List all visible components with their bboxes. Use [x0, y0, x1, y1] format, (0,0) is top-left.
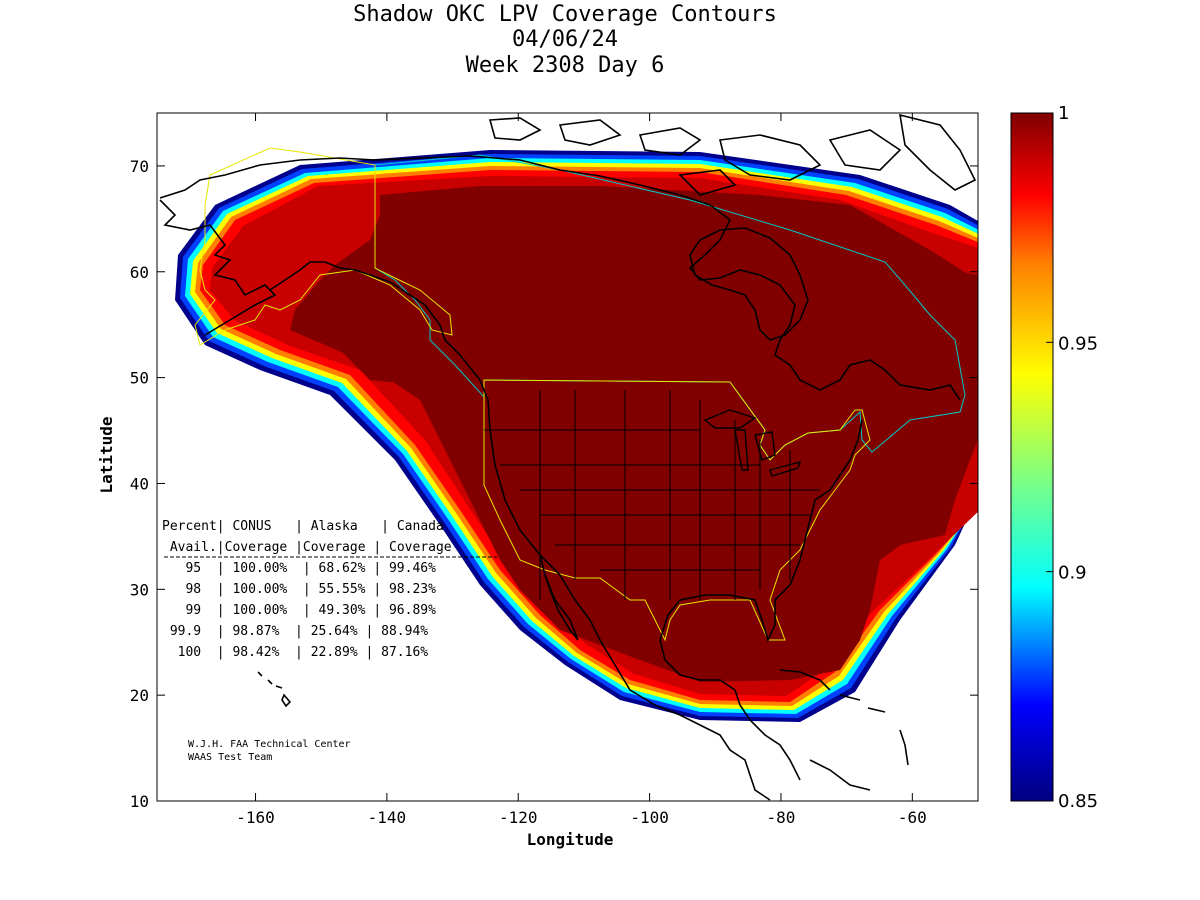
x-tick-label: -60: [898, 808, 927, 827]
table-row: 99 | 100.00% | 49.30% | 96.89%: [162, 603, 436, 618]
baja-california: [539, 554, 579, 641]
contour-inner-red-patch: [300, 200, 978, 560]
y-tick-label: 10: [130, 792, 149, 811]
table-row: 98 | 100.00% | 55.55% | 98.23%: [162, 582, 436, 597]
caribbean-islands: [779, 669, 909, 791]
plot-frame: [156, 112, 979, 802]
colorbar-tick-label: 0.95: [1058, 333, 1098, 354]
th-alaska-coverage: Coverage: [303, 540, 366, 555]
colorbar-tick-label: 0.85: [1058, 791, 1098, 812]
x-axis-ticks: -160 -140 -120 -100 -80 -60: [236, 113, 927, 827]
title-line-1: Shadow OKC LPV Coverage Contours: [353, 2, 777, 27]
th-canada-coverage: Coverage: [389, 540, 452, 555]
x-axis-label: Longitude: [527, 830, 614, 849]
table-header-row-1: Percent| CONUS | Alaska | Canada: [162, 519, 444, 534]
arctic-islands: [488, 113, 977, 196]
y-tick-label: 60: [130, 263, 149, 282]
colorbar-tick-label: 0.9: [1058, 563, 1087, 584]
y-axis-ticks: 10 20 30 40 50 60 70: [130, 157, 978, 811]
x-tick-label: -120: [499, 808, 538, 827]
west-coast: [444, 339, 771, 801]
x-tick-label: -160: [236, 808, 275, 827]
coverage-table: Percent| CONUS | Alaska | Canada Avail.|…: [162, 519, 497, 660]
y-tick-label: 30: [130, 580, 149, 599]
hawaii: [257, 671, 292, 708]
state-lines: [484, 390, 820, 600]
alaska-coast: [159, 199, 446, 341]
x-tick-label: -140: [368, 808, 407, 827]
table-row: 100 | 98.42% | 22.89% | 87.16%: [162, 645, 428, 660]
table-header-row-2: Avail.|Coverage |Coverage | Coverage: [162, 540, 452, 555]
credit-line-2: WAAS Test Team: [188, 752, 272, 763]
central-america: [659, 639, 801, 781]
y-axis-label: Latitude: [97, 416, 116, 493]
th-alaska: Alaska: [311, 519, 358, 534]
coastlines: [159, 113, 977, 801]
colorbar: [1010, 112, 1054, 802]
x-tick-label: -100: [630, 808, 669, 827]
title-line-3: Week 2308 Day 6: [466, 53, 665, 78]
conus-boundary: [483, 379, 871, 642]
th-canada: Canada: [397, 519, 444, 534]
y-tick-label: 20: [130, 686, 149, 705]
table-rows: 95 | 100.00% | 68.62% | 99.46% 98 | 100.…: [162, 561, 436, 660]
y-tick-label: 50: [130, 369, 149, 388]
lake-erie: [769, 460, 802, 477]
lake-huron: [754, 431, 776, 461]
alaska-boundary: [194, 147, 453, 346]
map-plot-area: [157, 113, 978, 801]
political-borders: [194, 147, 966, 642]
y-tick-label: 70: [130, 157, 149, 176]
table-row: 99.9 | 98.87% | 25.64% | 88.94%: [162, 624, 428, 639]
x-tick-label: -80: [767, 808, 796, 827]
colorbar-tick-label: 1: [1058, 103, 1069, 124]
th-percent: Percent: [162, 519, 217, 534]
title-line-2: 04/06/24: [512, 27, 618, 52]
th-conus-coverage: Coverage: [225, 540, 288, 555]
y-tick-label: 40: [130, 474, 149, 493]
lake-superior: [703, 409, 757, 429]
alaska-north-coast: [159, 157, 376, 199]
table-row: 95 | 100.00% | 68.62% | 99.46%: [162, 561, 436, 576]
hudson-bay: [689, 227, 809, 341]
coverage-contours: [175, 150, 978, 722]
credit-line-1: W.J.H. FAA Technical Center: [188, 739, 351, 750]
th-conus: CONUS: [232, 519, 271, 534]
th-avail: Avail.: [170, 540, 217, 555]
gulf-coast: [659, 419, 863, 643]
great-lakes: [703, 409, 802, 477]
lake-michigan: [734, 429, 749, 471]
colorbar-ticks: 1 0.95 0.9 0.85: [1046, 103, 1098, 812]
canada-arctic-coast: [374, 155, 961, 401]
